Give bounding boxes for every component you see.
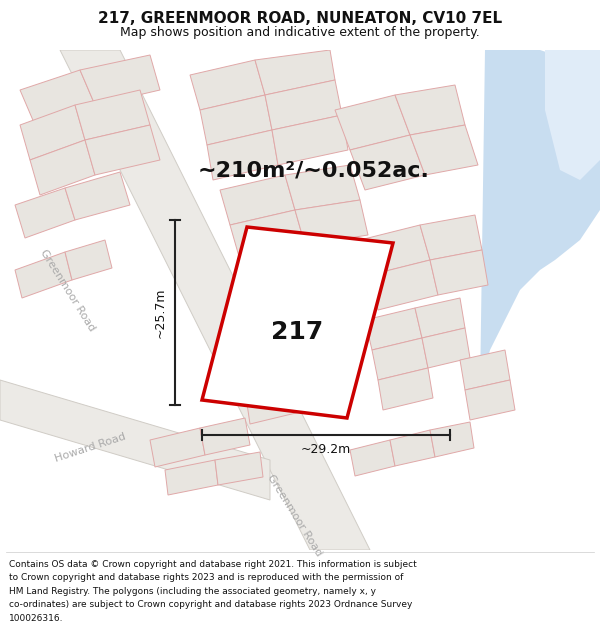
Polygon shape [372, 338, 428, 380]
Polygon shape [390, 430, 435, 466]
Polygon shape [246, 385, 300, 424]
Polygon shape [545, 50, 600, 180]
Text: Howard Road: Howard Road [53, 432, 127, 464]
Polygon shape [460, 350, 510, 390]
Polygon shape [20, 70, 95, 125]
Text: 217, GREENMOOR ROAD, NUNEATON, CV10 7EL: 217, GREENMOOR ROAD, NUNEATON, CV10 7EL [98, 11, 502, 26]
Polygon shape [255, 50, 335, 95]
Polygon shape [378, 368, 433, 410]
Polygon shape [370, 260, 438, 310]
Polygon shape [295, 200, 368, 245]
Text: 217: 217 [271, 320, 323, 344]
Polygon shape [420, 215, 482, 260]
Text: Map shows position and indicative extent of the property.: Map shows position and indicative extent… [120, 26, 480, 39]
Polygon shape [165, 460, 218, 495]
Polygon shape [430, 250, 488, 295]
Text: 100026316.: 100026316. [9, 614, 64, 622]
Polygon shape [470, 50, 600, 390]
Text: Greenmoor Road: Greenmoor Road [266, 472, 324, 558]
Polygon shape [350, 135, 425, 190]
Polygon shape [272, 115, 348, 165]
Polygon shape [20, 105, 85, 160]
Polygon shape [422, 328, 470, 368]
Polygon shape [80, 55, 160, 105]
Text: ~25.7m: ~25.7m [154, 288, 167, 338]
Polygon shape [207, 130, 278, 180]
Polygon shape [220, 175, 295, 225]
Polygon shape [75, 90, 150, 140]
Polygon shape [150, 428, 205, 467]
Polygon shape [15, 252, 72, 298]
Polygon shape [365, 308, 422, 350]
Text: HM Land Registry. The polygons (including the associated geometry, namely x, y: HM Land Registry. The polygons (includin… [9, 587, 376, 596]
Polygon shape [230, 210, 305, 260]
Polygon shape [395, 85, 465, 135]
Text: Contains OS data © Crown copyright and database right 2021. This information is : Contains OS data © Crown copyright and d… [9, 560, 417, 569]
Polygon shape [200, 95, 272, 145]
Polygon shape [85, 125, 160, 175]
Polygon shape [200, 418, 250, 455]
Polygon shape [30, 140, 95, 195]
Polygon shape [190, 60, 265, 110]
Polygon shape [215, 452, 263, 485]
Polygon shape [410, 125, 478, 175]
Text: to Crown copyright and database rights 2023 and is reproduced with the permissio: to Crown copyright and database rights 2… [9, 573, 403, 582]
Polygon shape [202, 227, 393, 418]
Polygon shape [360, 225, 430, 275]
Polygon shape [60, 50, 370, 550]
Polygon shape [350, 440, 395, 476]
Polygon shape [240, 358, 296, 397]
Polygon shape [285, 165, 360, 210]
Polygon shape [415, 298, 465, 338]
Polygon shape [465, 380, 515, 420]
Text: ~29.2m: ~29.2m [301, 443, 351, 456]
Polygon shape [65, 172, 130, 220]
Polygon shape [15, 188, 75, 238]
Polygon shape [430, 422, 474, 457]
Text: Greenmoor Road: Greenmoor Road [39, 248, 97, 332]
Polygon shape [0, 380, 270, 500]
Polygon shape [335, 95, 410, 150]
Polygon shape [65, 240, 112, 280]
Polygon shape [265, 80, 342, 130]
Text: ~210m²/~0.052ac.: ~210m²/~0.052ac. [198, 160, 430, 180]
Polygon shape [290, 348, 340, 385]
Text: co-ordinates) are subject to Crown copyright and database rights 2023 Ordnance S: co-ordinates) are subject to Crown copyr… [9, 600, 412, 609]
